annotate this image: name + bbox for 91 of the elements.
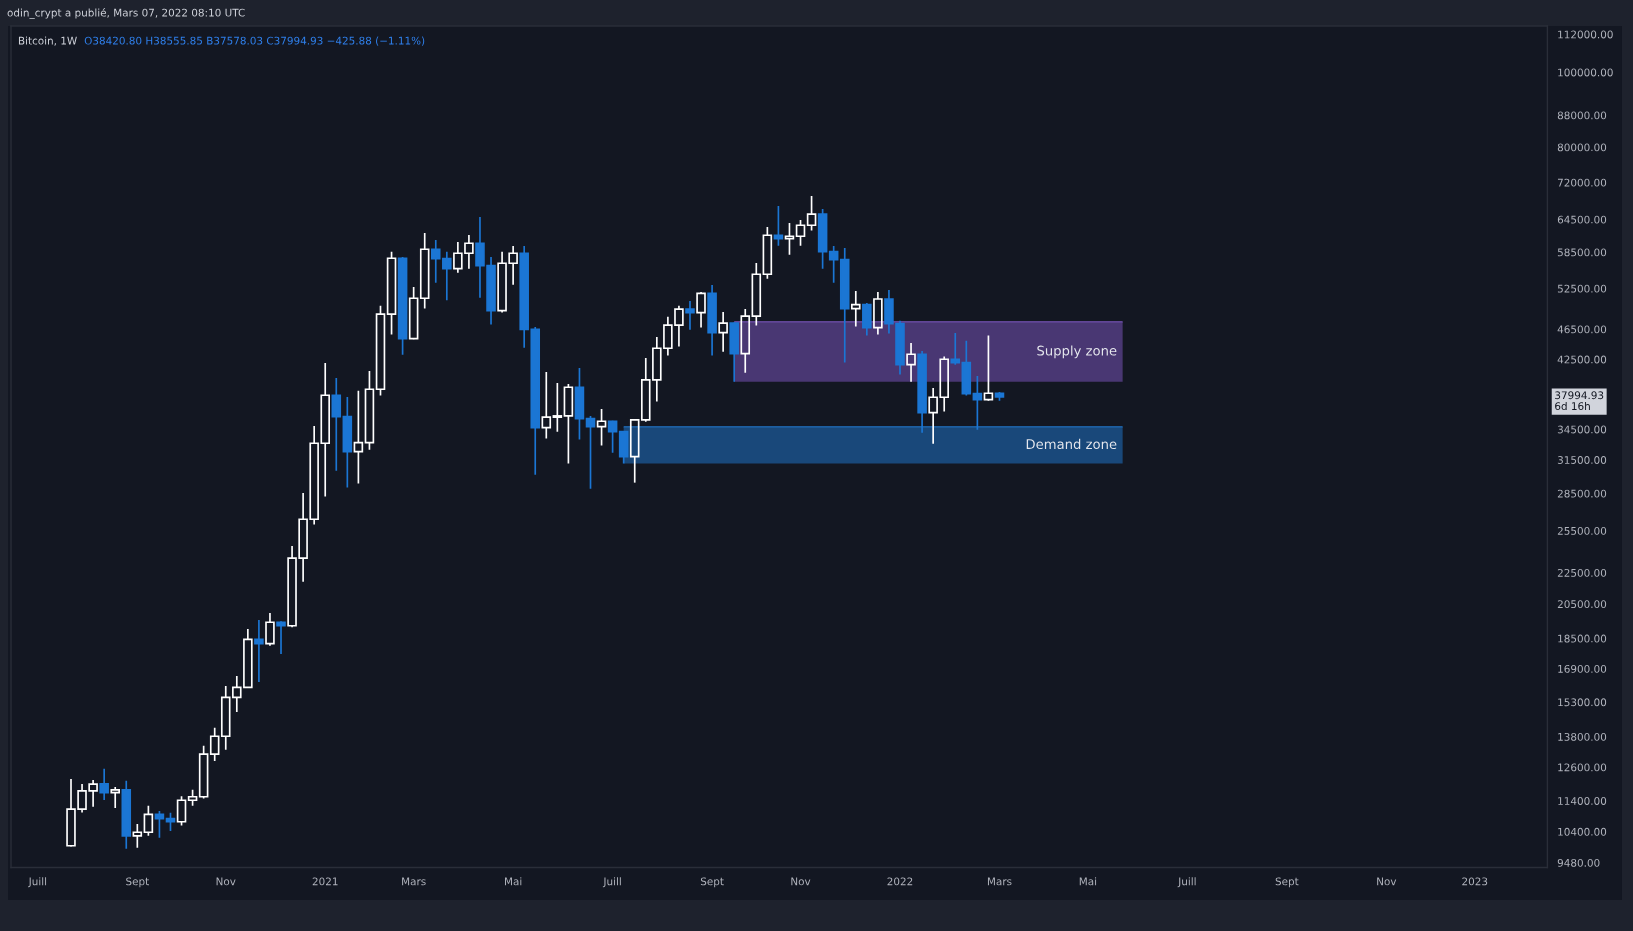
candlestick xyxy=(806,195,817,232)
y-tick-label: 58500.00 xyxy=(1557,248,1607,257)
y-tick-label: 12600.00 xyxy=(1558,763,1607,772)
candlestick xyxy=(276,621,286,655)
candlestick xyxy=(552,382,563,433)
candlestick xyxy=(596,408,607,447)
candlestick xyxy=(154,810,165,839)
candlestick xyxy=(364,370,375,451)
candlestick xyxy=(839,247,850,364)
candlestick xyxy=(563,383,574,465)
candlestick xyxy=(950,332,961,366)
x-tick-label: Mai xyxy=(1079,877,1097,886)
y-tick-label: 112000.00 xyxy=(1558,30,1613,39)
y-tick-label: 9480.00 xyxy=(1557,858,1600,867)
candlestick xyxy=(331,377,342,472)
candlestick xyxy=(386,250,397,336)
y-tick-label: 16900.00 xyxy=(1558,664,1607,673)
candlestick xyxy=(740,308,751,374)
candlestick xyxy=(751,262,762,327)
candlestick xyxy=(99,768,109,801)
candlestick xyxy=(729,322,739,383)
y-tick-label: 34500.00 xyxy=(1557,425,1607,434)
candlestick xyxy=(873,291,883,336)
series-label: Demand zone xyxy=(1026,438,1117,450)
x-tick-label: Sept xyxy=(126,877,149,888)
y-tick-label: 20500.00 xyxy=(1557,600,1607,609)
candlestick xyxy=(773,205,784,247)
candlestick xyxy=(353,390,364,485)
y-tick-label: 11400.00 xyxy=(1558,797,1607,805)
y-tick-label: 15300.00 xyxy=(1558,698,1607,707)
candlestick xyxy=(685,300,695,331)
x-tick-label: Juill xyxy=(602,877,621,888)
candlestick xyxy=(419,232,430,310)
y-tick-label: 64500.00 xyxy=(1557,215,1607,224)
y-tick-label: 10400.00 xyxy=(1558,827,1607,836)
candlestick xyxy=(862,302,872,337)
candlestick xyxy=(629,419,640,484)
candlestick xyxy=(254,619,264,683)
candlestick xyxy=(828,245,839,284)
x-tick-label: Juill xyxy=(1177,877,1196,888)
candlestick xyxy=(906,342,916,383)
x-tick-label: Sept xyxy=(700,877,724,888)
y-tick-label: 72000.00 xyxy=(1557,178,1607,187)
text: 6d 16h xyxy=(1555,401,1590,411)
candlestick xyxy=(342,396,353,489)
x-tick-label: Nov xyxy=(1377,877,1397,886)
x-tick-label: Mars xyxy=(987,877,1012,886)
candlestick xyxy=(707,284,717,357)
x-tick-label: Juill xyxy=(28,877,47,888)
candlestick xyxy=(607,420,618,454)
text: odin_crypt a publié, Mars 07, 2022 08:10 UTC xyxy=(7,8,245,19)
candlestick xyxy=(784,222,795,256)
candlestick xyxy=(541,371,552,440)
candlestick xyxy=(121,779,132,850)
x-tick-label: Sept xyxy=(1275,877,1299,888)
y-tick-label: 52500.00 xyxy=(1557,284,1607,293)
x-tick-label: 2023 xyxy=(1462,877,1488,886)
candlestick xyxy=(917,350,927,434)
text: 37994.93 xyxy=(1555,391,1604,400)
candlestick xyxy=(209,727,220,762)
candlestick xyxy=(574,367,585,441)
x-tick-label: Mars xyxy=(402,877,426,886)
y-tick-label: 25500.00 xyxy=(1557,526,1607,535)
y-tick-label: 42500.00 xyxy=(1557,355,1607,364)
candlestick xyxy=(696,292,706,329)
y-tick-label: 46500.00 xyxy=(1557,325,1607,334)
annotation: O38420.80 H38555.85 B37578.03 C37994.93 −425.88 (−1.11%) xyxy=(84,36,425,46)
y-tick-label: 100000.00 xyxy=(1558,68,1613,77)
candlestick xyxy=(718,311,728,353)
y-tick-label: 28500.00 xyxy=(1557,489,1607,498)
y-tick-label: 18500.00 xyxy=(1558,634,1607,643)
x-tick-label: Mai xyxy=(505,877,522,886)
y-tick-label: 88000.00 xyxy=(1557,111,1607,120)
candlestick xyxy=(265,612,275,647)
y-tick-label: 80000.00 xyxy=(1557,143,1607,152)
x-tick-label: Nov xyxy=(791,877,811,886)
text: Bitcoin, 1W xyxy=(18,36,77,46)
y-tick-label: 31500.00 xyxy=(1557,456,1607,464)
candlestick xyxy=(983,334,994,401)
candlestick xyxy=(851,290,861,328)
candlestick xyxy=(132,823,143,849)
candlestick xyxy=(110,786,120,809)
y-tick-label: 22500.00 xyxy=(1557,568,1607,577)
y-tick-label: 13800.00 xyxy=(1558,732,1607,741)
x-tick-label: 2022 xyxy=(887,877,913,886)
candlestick xyxy=(585,415,596,490)
candlestick xyxy=(817,208,828,270)
x-tick-label: Nov xyxy=(216,877,236,886)
series-label: Supply zone xyxy=(1037,345,1117,359)
x-tick-label: 2021 xyxy=(312,877,338,886)
candlestick xyxy=(961,340,972,397)
